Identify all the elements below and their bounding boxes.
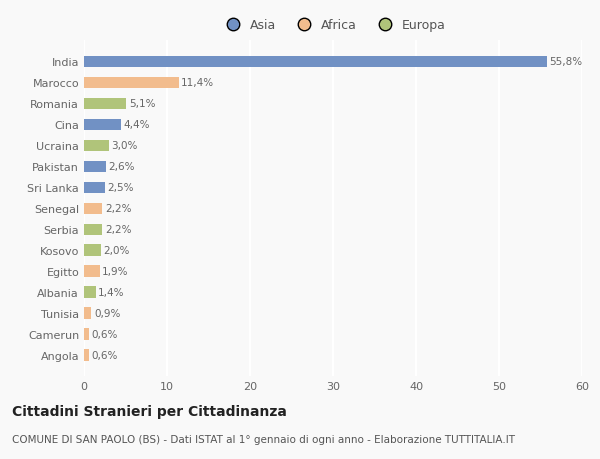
- Text: 2,2%: 2,2%: [105, 204, 131, 214]
- Text: 2,2%: 2,2%: [105, 225, 131, 235]
- Bar: [84, 161, 106, 173]
- Text: 1,4%: 1,4%: [98, 288, 125, 297]
- Bar: [84, 287, 95, 298]
- Text: 2,6%: 2,6%: [108, 162, 134, 172]
- Text: 55,8%: 55,8%: [550, 57, 583, 67]
- Text: 0,6%: 0,6%: [91, 330, 118, 340]
- Bar: [84, 98, 127, 110]
- Bar: [84, 224, 102, 235]
- Text: 3,0%: 3,0%: [112, 141, 138, 151]
- Bar: [84, 245, 101, 257]
- Bar: [84, 329, 89, 340]
- Bar: [84, 350, 89, 361]
- Text: 0,9%: 0,9%: [94, 308, 121, 319]
- Text: 2,5%: 2,5%: [107, 183, 134, 193]
- Text: 0,6%: 0,6%: [91, 350, 118, 360]
- Text: 11,4%: 11,4%: [181, 78, 214, 88]
- Bar: [84, 56, 547, 68]
- Text: 4,4%: 4,4%: [123, 120, 149, 130]
- Text: 5,1%: 5,1%: [129, 99, 155, 109]
- Bar: [84, 182, 105, 194]
- Bar: [84, 119, 121, 131]
- Text: Cittadini Stranieri per Cittadinanza: Cittadini Stranieri per Cittadinanza: [12, 404, 287, 418]
- Bar: [84, 308, 91, 319]
- Bar: [84, 140, 109, 152]
- Bar: [84, 78, 179, 89]
- Bar: [84, 203, 102, 215]
- Bar: [84, 266, 100, 277]
- Text: 2,0%: 2,0%: [103, 246, 130, 256]
- Text: COMUNE DI SAN PAOLO (BS) - Dati ISTAT al 1° gennaio di ogni anno - Elaborazione : COMUNE DI SAN PAOLO (BS) - Dati ISTAT al…: [12, 434, 515, 444]
- Legend: Asia, Africa, Europa: Asia, Africa, Europa: [215, 14, 451, 37]
- Text: 1,9%: 1,9%: [102, 267, 129, 277]
